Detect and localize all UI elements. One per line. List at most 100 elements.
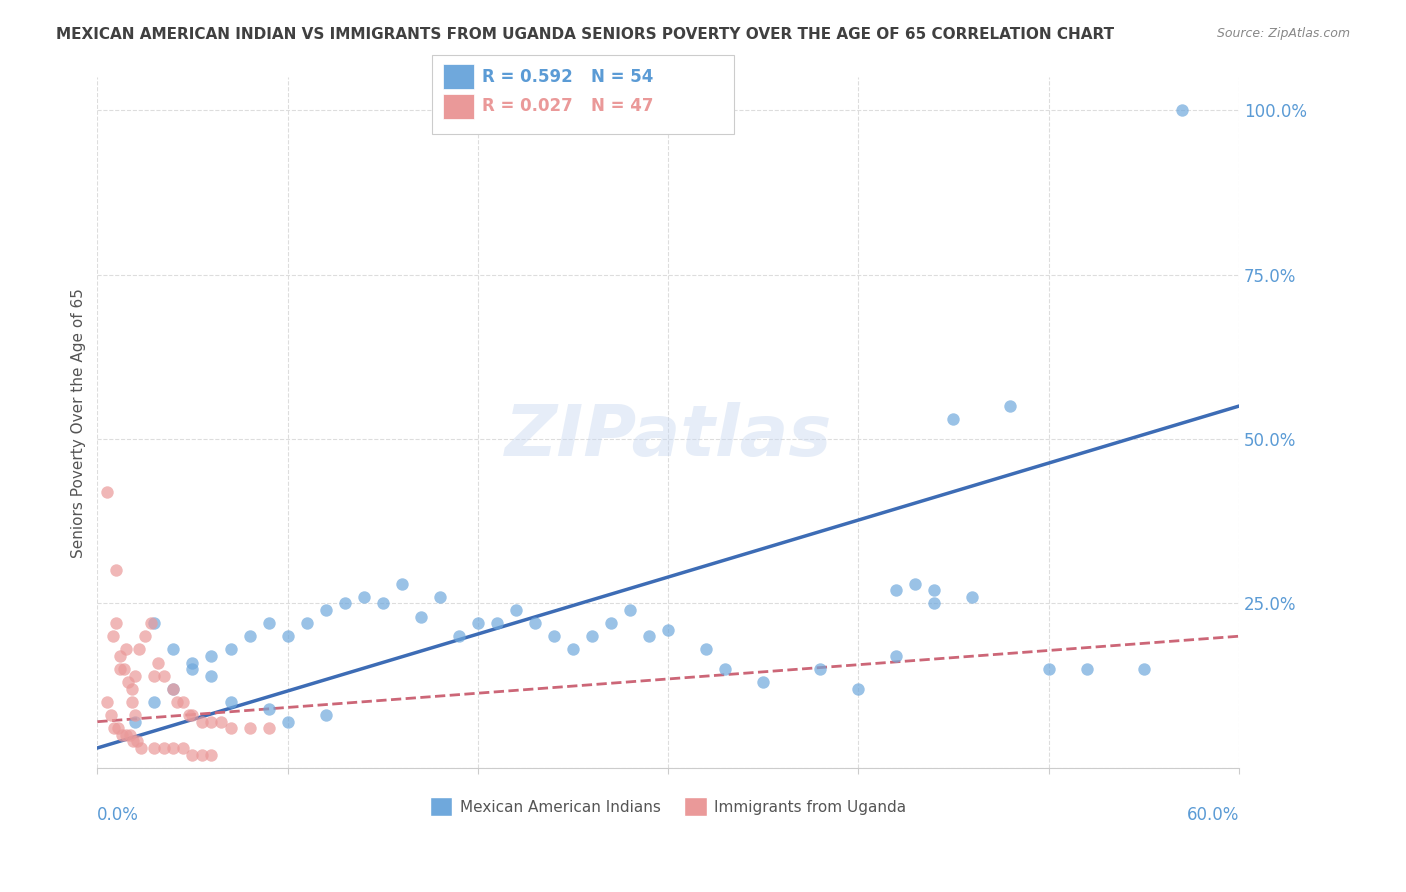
Point bbox=[657, 623, 679, 637]
Point bbox=[191, 747, 214, 762]
Point bbox=[115, 642, 138, 657]
Point bbox=[257, 616, 280, 631]
Point bbox=[600, 616, 623, 631]
Point bbox=[1132, 662, 1154, 676]
Point bbox=[143, 695, 166, 709]
Point bbox=[467, 616, 489, 631]
Text: 0.0%: 0.0% bbox=[97, 805, 139, 823]
Point bbox=[108, 648, 131, 663]
Point bbox=[111, 728, 134, 742]
Point bbox=[1000, 399, 1022, 413]
Point bbox=[523, 616, 546, 631]
Point bbox=[505, 603, 527, 617]
Point bbox=[1038, 662, 1060, 676]
Text: Source: ZipAtlas.com: Source: ZipAtlas.com bbox=[1216, 27, 1350, 40]
Point bbox=[752, 675, 775, 690]
Point bbox=[391, 576, 413, 591]
Point bbox=[371, 596, 394, 610]
Point bbox=[219, 721, 242, 735]
Text: MEXICAN AMERICAN INDIAN VS IMMIGRANTS FROM UGANDA SENIORS POVERTY OVER THE AGE O: MEXICAN AMERICAN INDIAN VS IMMIGRANTS FR… bbox=[56, 27, 1115, 42]
Point bbox=[162, 681, 184, 696]
Point bbox=[105, 616, 128, 631]
Point bbox=[200, 648, 222, 663]
Point bbox=[924, 596, 946, 610]
Point bbox=[177, 708, 200, 723]
Point bbox=[200, 668, 222, 682]
Point bbox=[219, 695, 242, 709]
Point bbox=[172, 741, 194, 756]
Point bbox=[139, 616, 162, 631]
Point bbox=[295, 616, 318, 631]
Point bbox=[485, 616, 508, 631]
Point bbox=[96, 695, 118, 709]
Point bbox=[333, 596, 356, 610]
Point bbox=[447, 629, 470, 643]
Text: N = 47: N = 47 bbox=[591, 97, 652, 115]
Point bbox=[124, 668, 146, 682]
Point bbox=[1076, 662, 1098, 676]
Point bbox=[117, 675, 139, 690]
Point bbox=[103, 721, 125, 735]
Point bbox=[543, 629, 565, 643]
Point bbox=[128, 642, 150, 657]
Point bbox=[143, 616, 166, 631]
Point bbox=[942, 412, 965, 426]
Point bbox=[122, 734, 145, 748]
Point bbox=[714, 662, 737, 676]
Point bbox=[181, 656, 204, 670]
Point bbox=[96, 484, 118, 499]
Point bbox=[808, 662, 831, 676]
Point bbox=[846, 681, 869, 696]
Point bbox=[277, 714, 299, 729]
Point bbox=[181, 708, 204, 723]
Point bbox=[118, 728, 141, 742]
Point bbox=[562, 642, 585, 657]
Point bbox=[257, 701, 280, 715]
Point bbox=[121, 681, 143, 696]
Point bbox=[277, 629, 299, 643]
Point bbox=[181, 747, 204, 762]
Point bbox=[429, 590, 451, 604]
Point bbox=[200, 714, 222, 729]
Point bbox=[638, 629, 661, 643]
Point bbox=[107, 721, 129, 735]
Point bbox=[238, 629, 260, 643]
Point bbox=[162, 642, 184, 657]
Point bbox=[124, 708, 146, 723]
Point bbox=[105, 564, 128, 578]
Point bbox=[619, 603, 641, 617]
Point bbox=[200, 747, 222, 762]
Point bbox=[153, 741, 176, 756]
Point bbox=[191, 714, 214, 729]
Point bbox=[108, 662, 131, 676]
Point bbox=[101, 629, 124, 643]
Point bbox=[148, 656, 170, 670]
Legend: Mexican American Indians, Immigrants from Uganda: Mexican American Indians, Immigrants fro… bbox=[423, 791, 912, 822]
Point bbox=[962, 590, 984, 604]
Text: ZIPatlas: ZIPatlas bbox=[505, 402, 832, 471]
Point bbox=[100, 708, 122, 723]
Point bbox=[121, 695, 143, 709]
Text: 60.0%: 60.0% bbox=[1187, 805, 1239, 823]
Point bbox=[924, 583, 946, 598]
Point bbox=[129, 741, 152, 756]
Text: N = 54: N = 54 bbox=[591, 68, 652, 86]
Y-axis label: Seniors Poverty Over the Age of 65: Seniors Poverty Over the Age of 65 bbox=[72, 287, 86, 558]
Point bbox=[162, 741, 184, 756]
Point bbox=[115, 728, 138, 742]
Point bbox=[127, 734, 149, 748]
Point bbox=[581, 629, 603, 643]
Point bbox=[124, 714, 146, 729]
Point bbox=[143, 741, 166, 756]
Point bbox=[257, 721, 280, 735]
Point bbox=[315, 708, 337, 723]
Point bbox=[162, 681, 184, 696]
Point bbox=[886, 583, 908, 598]
Point bbox=[172, 695, 194, 709]
Point bbox=[353, 590, 375, 604]
Point bbox=[409, 609, 432, 624]
Text: R = 0.027: R = 0.027 bbox=[482, 97, 574, 115]
Point bbox=[695, 642, 717, 657]
Point bbox=[219, 642, 242, 657]
Point bbox=[153, 668, 176, 682]
